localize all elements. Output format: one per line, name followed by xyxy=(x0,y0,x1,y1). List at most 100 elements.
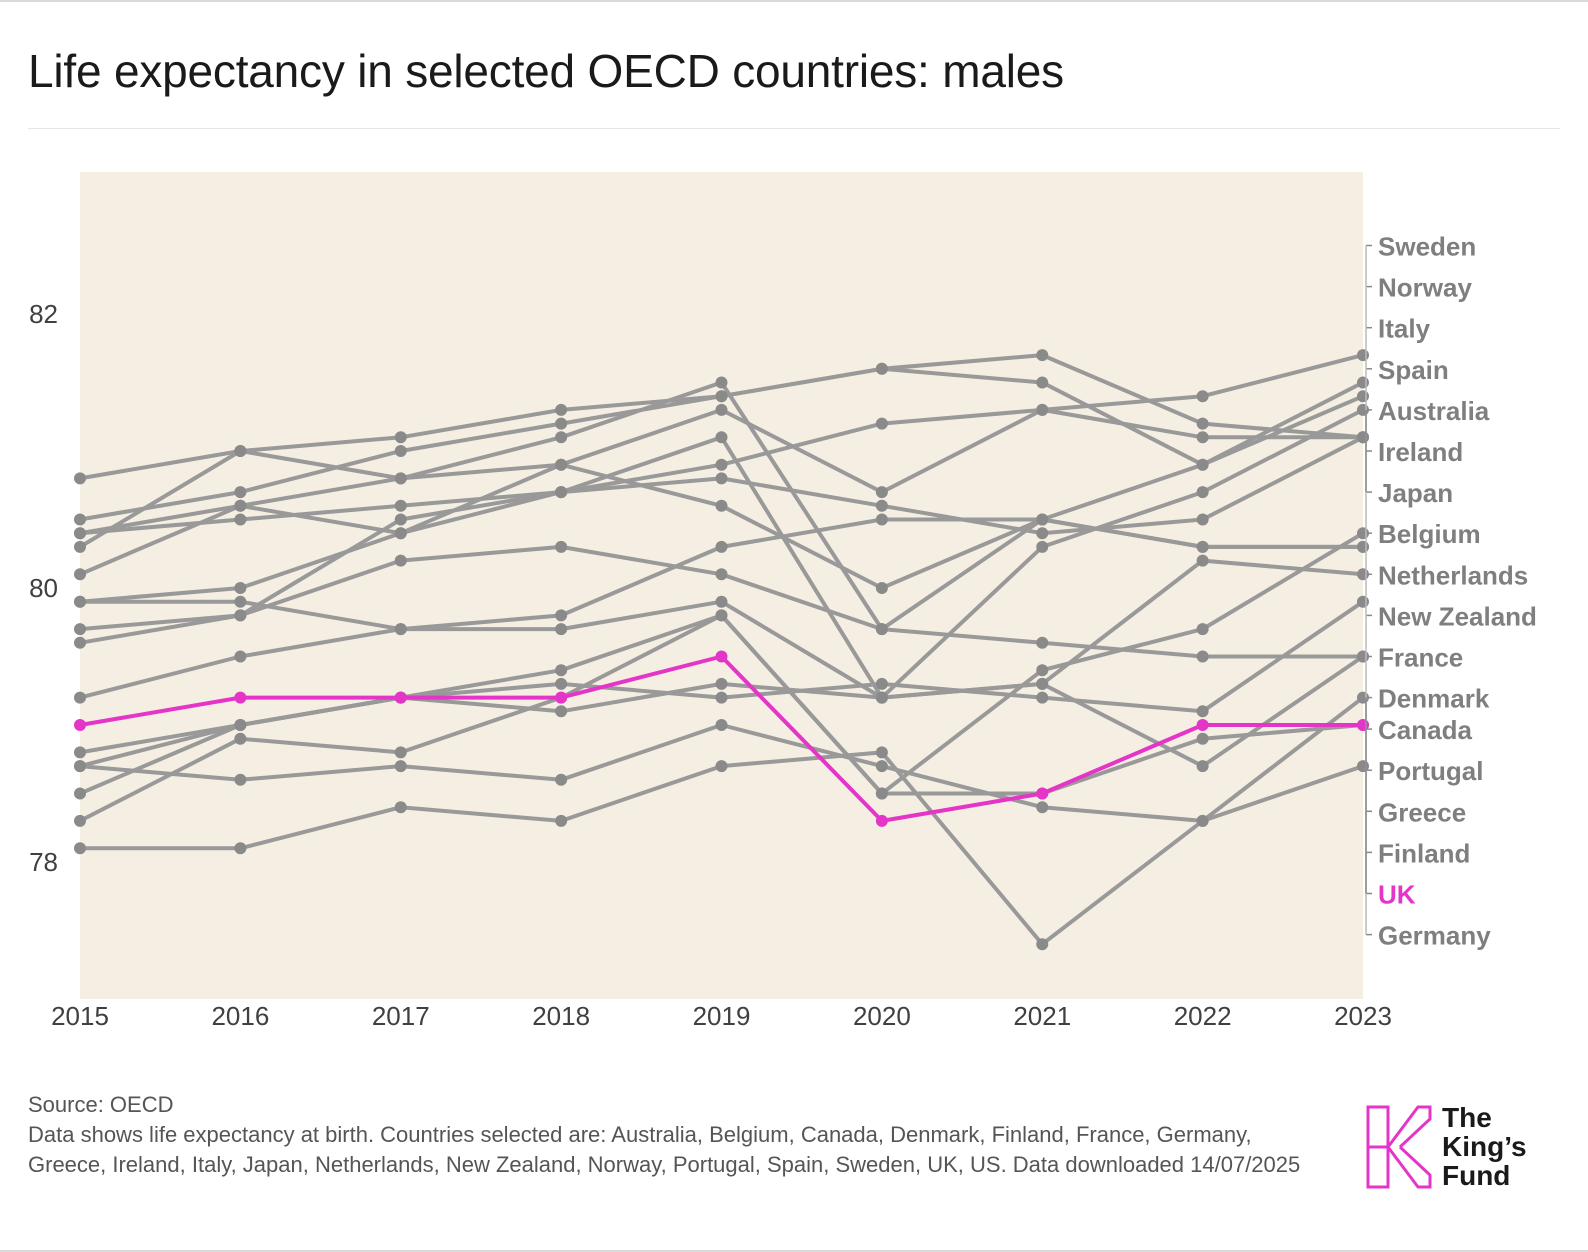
data-point-uk xyxy=(74,719,86,731)
data-point-italy xyxy=(555,431,568,444)
data-point-sweden xyxy=(1196,390,1209,403)
y-tick-label: 82 xyxy=(29,299,58,329)
series-label-australia: Australia xyxy=(1378,396,1490,426)
x-tick-label: 2016 xyxy=(211,1001,269,1031)
data-point-canada xyxy=(394,554,407,567)
data-point-japan xyxy=(875,499,888,512)
data-point-spain xyxy=(234,582,247,594)
data-point-uk xyxy=(1036,787,1049,800)
series-label-sweden: Sweden xyxy=(1378,232,1476,262)
data-point-germany xyxy=(875,746,888,759)
series-label-france: France xyxy=(1378,643,1463,673)
data-point-denmark xyxy=(1196,705,1209,718)
data-point-canada xyxy=(74,623,86,636)
data-point-ireland xyxy=(1196,431,1209,444)
series-label-norway: Norway xyxy=(1378,273,1472,303)
data-point-germany xyxy=(1036,938,1049,951)
series-label-finland: Finland xyxy=(1378,838,1470,868)
data-point-germany xyxy=(1196,814,1209,827)
chart-title: Life expectancy in selected OECD countri… xyxy=(28,45,1064,97)
x-tick-label: 2015 xyxy=(51,1001,109,1031)
data-point-australia xyxy=(1036,349,1049,362)
data-point-ireland xyxy=(875,417,888,430)
data-point-finland xyxy=(74,814,86,827)
data-point-spain xyxy=(1036,540,1049,553)
data-point-norway xyxy=(1036,376,1049,389)
data-point-belgium xyxy=(555,664,568,677)
series-label-uk: UK xyxy=(1378,880,1416,910)
data-point-new-zealand xyxy=(234,595,247,608)
data-point-new-zealand xyxy=(1357,540,1369,553)
data-point-australia xyxy=(875,362,888,375)
data-point-denmark xyxy=(715,691,728,704)
data-point-norway xyxy=(394,445,407,457)
data-point-ireland xyxy=(74,636,86,649)
data-point-uk xyxy=(1196,719,1209,731)
data-point-portugal xyxy=(234,719,247,731)
data-point-new-zealand xyxy=(715,540,728,553)
data-point-new-zealand xyxy=(875,513,888,526)
title-divider xyxy=(28,128,1560,129)
data-point-netherlands xyxy=(234,499,247,512)
series-label-belgium: Belgium xyxy=(1378,519,1481,549)
data-point-portugal xyxy=(875,691,888,704)
data-point-ireland xyxy=(715,458,728,471)
data-point-canada xyxy=(715,568,728,581)
data-point-norway xyxy=(555,417,568,430)
chart-footer: Source: OECD Data shows life expectancy … xyxy=(28,1090,1308,1180)
data-point-canada xyxy=(1196,650,1209,663)
x-tick-label: 2018 xyxy=(532,1001,590,1031)
data-point-greece xyxy=(875,760,888,773)
data-point-portugal xyxy=(555,705,568,718)
data-point-finland xyxy=(875,787,888,800)
kings-fund-logo: The King’s Fund xyxy=(1366,1103,1546,1195)
data-point-belgium xyxy=(1196,623,1209,636)
series-label-germany: Germany xyxy=(1378,921,1491,951)
data-point-uk xyxy=(555,691,568,704)
top-border xyxy=(0,0,1588,2)
data-point-uk xyxy=(715,650,728,663)
data-point-japan xyxy=(234,513,247,526)
logo-line-1: The xyxy=(1442,1102,1492,1133)
data-point-denmark xyxy=(1036,691,1049,704)
data-point-greece xyxy=(74,760,86,773)
bottom-border xyxy=(0,1250,1588,1252)
series-label-spain: Spain xyxy=(1378,355,1449,385)
data-point-japan xyxy=(394,499,407,512)
data-point-netherlands xyxy=(394,527,407,540)
data-point-finland xyxy=(1196,732,1209,745)
data-point-greece xyxy=(1036,801,1049,814)
data-point-sweden xyxy=(875,486,888,499)
data-point-japan xyxy=(555,486,568,499)
data-point-greece xyxy=(394,760,407,773)
data-point-germany xyxy=(74,842,86,855)
y-tick-label: 80 xyxy=(29,573,58,603)
data-point-denmark xyxy=(1357,595,1369,608)
data-point-australia xyxy=(1196,417,1209,430)
y-tick-label: 78 xyxy=(29,847,58,877)
logo-line-3: Fund xyxy=(1442,1160,1511,1191)
data-point-norway xyxy=(1357,376,1369,389)
data-point-greece xyxy=(555,773,568,786)
data-point-italy xyxy=(715,376,728,389)
series-label-ireland: Ireland xyxy=(1378,437,1463,467)
series-label-canada: Canada xyxy=(1378,715,1472,745)
x-tick-label: 2020 xyxy=(853,1001,911,1031)
data-point-italy xyxy=(1196,458,1209,471)
data-point-greece xyxy=(715,719,728,731)
data-point-spain xyxy=(715,431,728,444)
data-point-japan xyxy=(1196,513,1209,526)
data-point-denmark xyxy=(875,677,888,690)
data-point-australia xyxy=(234,445,247,457)
data-point-new-zealand xyxy=(555,609,568,622)
data-point-portugal xyxy=(74,787,86,800)
data-point-denmark xyxy=(74,746,86,759)
data-point-japan xyxy=(1036,527,1049,540)
data-point-norway xyxy=(74,513,86,526)
data-point-germany xyxy=(234,842,247,855)
x-tick-label: 2019 xyxy=(693,1001,751,1031)
data-point-finland xyxy=(394,746,407,759)
data-point-finland xyxy=(715,609,728,622)
data-point-netherlands xyxy=(74,568,86,581)
x-tick-label: 2023 xyxy=(1334,1001,1392,1031)
